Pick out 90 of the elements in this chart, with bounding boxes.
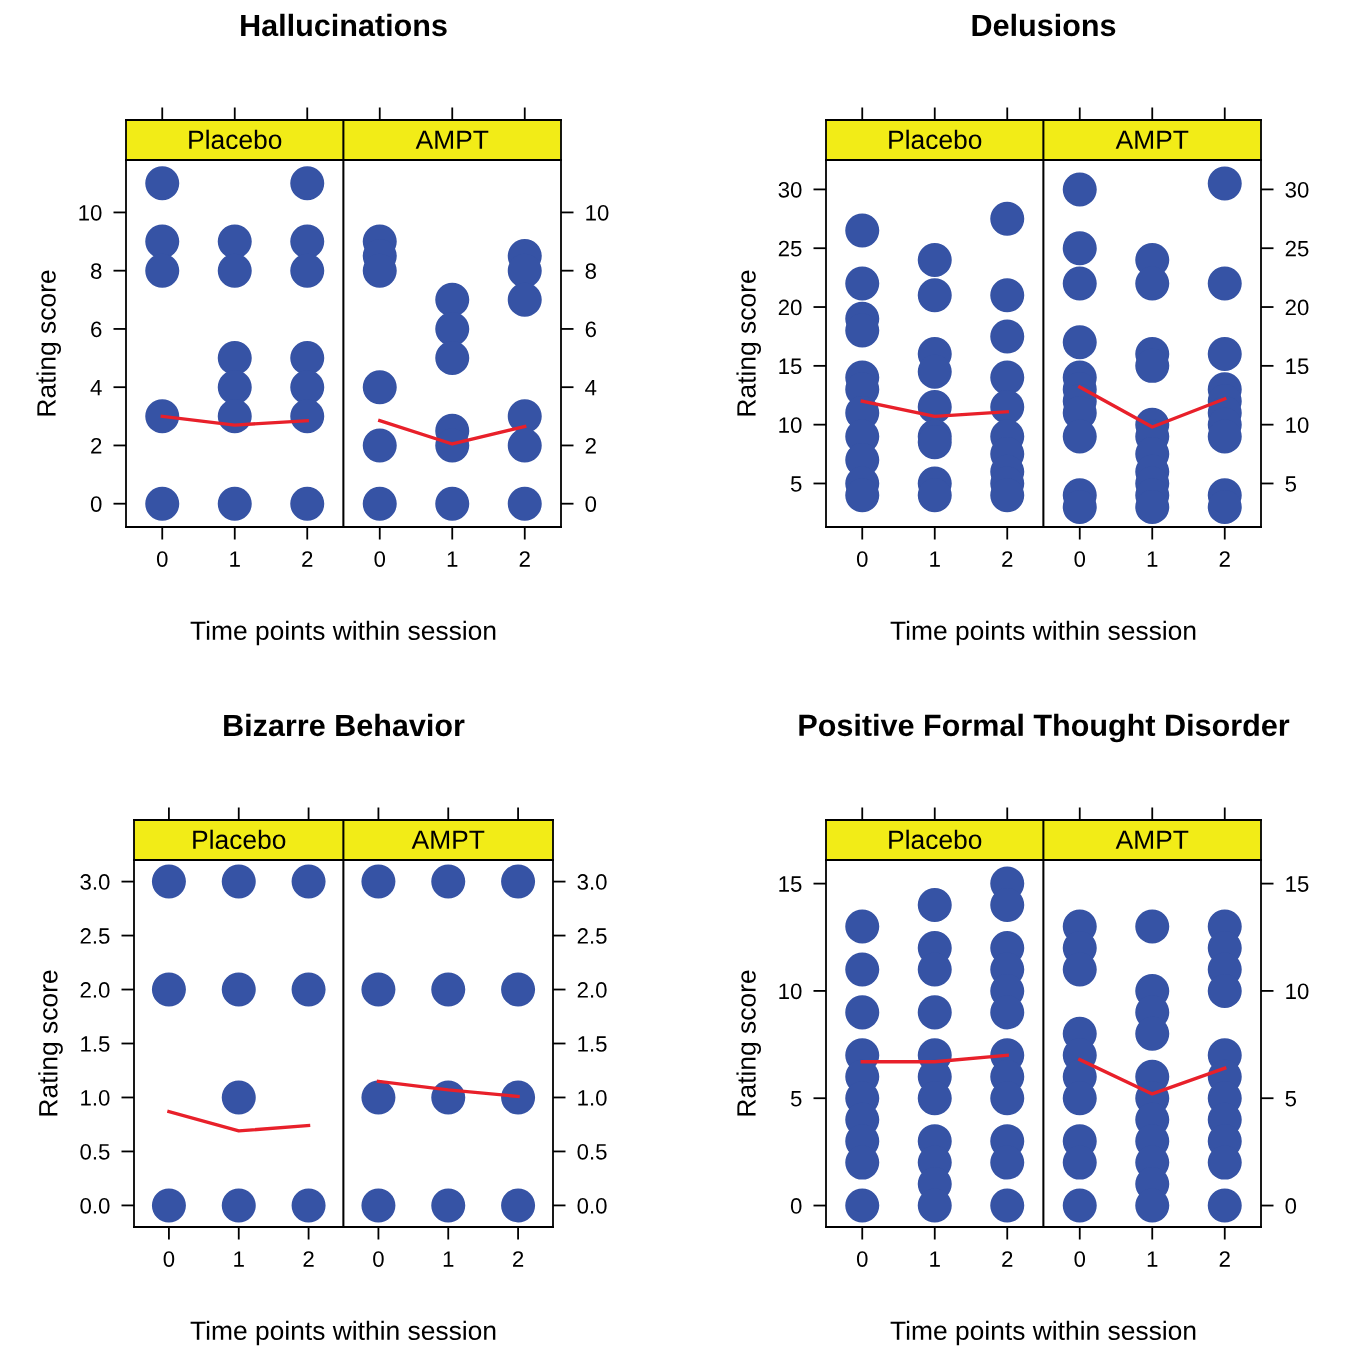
chart-title: Positive Formal Thought Disorder xyxy=(799,713,1290,743)
x-tick-label: 0 xyxy=(1074,1251,1086,1267)
x-tick-label: 2 xyxy=(519,551,530,567)
y-tick-label: 4 xyxy=(585,379,597,396)
x-tick-label: 2 xyxy=(303,1251,314,1267)
y-tick-label: 3.0 xyxy=(577,874,607,890)
chart-subtitle: AMPT xyxy=(1115,130,1189,149)
y-tick-label: 30 xyxy=(778,181,802,198)
y-axis-title: Rating score xyxy=(736,270,762,416)
y-tick-label: 20 xyxy=(778,299,802,316)
x-tick-label: 2 xyxy=(513,1251,524,1267)
x-tick-label: 0 xyxy=(1074,551,1086,567)
y-tick-label: 1.5 xyxy=(81,1036,110,1052)
y-tick-label: 0.0 xyxy=(80,1197,110,1214)
y-tick-label: 5 xyxy=(1285,476,1297,492)
x-tick-label: 2 xyxy=(1219,551,1230,567)
y-tick-label: 1.0 xyxy=(578,1090,607,1106)
y-tick-label: 5 xyxy=(1285,1090,1297,1107)
y-tick-label: 25 xyxy=(778,240,802,257)
x-axis-title: Time points within session xyxy=(190,620,496,646)
y-tick-label: 0.5 xyxy=(577,1143,607,1160)
y-tick-label: 2.5 xyxy=(577,928,607,944)
y-axis-title: Rating score xyxy=(736,970,762,1116)
y-tick-label: 6 xyxy=(91,321,102,338)
chart-subtitle: Placebo xyxy=(889,829,982,850)
y-tick-label: 0 xyxy=(90,496,102,512)
x-tick-label: 2 xyxy=(1002,1251,1013,1267)
y-tick-label: 6 xyxy=(585,321,596,338)
chart-title: Bizarre Behavior xyxy=(224,713,465,737)
y-tick-label: 1.5 xyxy=(578,1036,607,1052)
x-tick-label: 0 xyxy=(374,551,386,567)
y-tick-label: 15 xyxy=(779,358,802,375)
y-tick-label: 10 xyxy=(586,204,609,221)
y-tick-label: 2.0 xyxy=(80,982,110,998)
y-tick-label: 20 xyxy=(1285,299,1309,316)
y-tick-label: 15 xyxy=(1286,876,1309,892)
y-tick-label: 0 xyxy=(585,496,597,512)
y-tick-label: 0.5 xyxy=(80,1143,110,1160)
y-tick-label: 1.0 xyxy=(81,1090,110,1106)
y-tick-label: 10 xyxy=(779,417,802,433)
y-tick-label: 10 xyxy=(779,983,802,1000)
y-tick-label: 15 xyxy=(779,876,802,892)
y-tick-label: 0 xyxy=(1285,1198,1297,1214)
x-tick-label: 1 xyxy=(930,1251,940,1267)
y-tick-label: 2.5 xyxy=(80,928,110,944)
y-tick-label: 0.0 xyxy=(577,1197,607,1214)
x-tick-label: 1 xyxy=(447,551,458,567)
x-tick-label: 1 xyxy=(1147,551,1158,567)
y-axis-title: Rating score xyxy=(36,270,62,416)
y-tick-label: 2 xyxy=(585,437,596,454)
y-tick-label: 2 xyxy=(91,437,102,454)
chart-title: Hallucinations xyxy=(241,13,447,37)
y-tick-label: 10 xyxy=(1286,983,1309,1000)
x-tick-label: 1 xyxy=(1147,1251,1158,1267)
x-tick-label: 1 xyxy=(234,1251,244,1267)
y-tick-label: 8 xyxy=(585,263,596,279)
y-axis-title: Rating score xyxy=(38,970,63,1116)
x-tick-label: 1 xyxy=(443,1251,454,1267)
x-tick-label: 0 xyxy=(856,551,868,567)
y-tick-label: 8 xyxy=(91,263,102,279)
y-tick-label: 5 xyxy=(790,476,802,492)
x-tick-label: 2 xyxy=(1002,551,1013,567)
x-tick-label: 0 xyxy=(856,1251,868,1267)
y-tick-label: 15 xyxy=(1286,358,1309,375)
x-axis-title: Time points within session xyxy=(190,1320,496,1346)
chart-subtitle: AMPT xyxy=(411,830,485,849)
y-tick-label: 2.0 xyxy=(577,982,607,998)
x-tick-label: 0 xyxy=(373,1251,384,1267)
y-tick-label: 10 xyxy=(79,204,102,221)
chart-subtitle: AMPT xyxy=(415,130,489,149)
x-tick-label: 2 xyxy=(302,551,313,567)
y-tick-label: 4 xyxy=(90,379,102,396)
x-tick-label: 0 xyxy=(163,1251,175,1267)
chart-subtitle: Placebo xyxy=(189,129,282,150)
chart-subtitle: Placebo xyxy=(889,129,982,150)
y-tick-label: 3.0 xyxy=(80,874,110,890)
chart-title: Delusions xyxy=(972,13,1116,37)
chart-subtitle: AMPT xyxy=(1115,830,1189,849)
y-tick-label: 5 xyxy=(790,1090,802,1107)
x-axis-title: Time points within session xyxy=(890,1320,1196,1346)
x-tick-label: 1 xyxy=(930,551,940,567)
y-tick-label: 25 xyxy=(1285,240,1309,257)
x-tick-label: 1 xyxy=(230,551,240,567)
x-tick-label: 0 xyxy=(156,551,168,567)
y-tick-label: 30 xyxy=(1285,181,1309,198)
x-axis-title: Time points within session xyxy=(890,620,1196,646)
y-tick-label: 0 xyxy=(790,1198,802,1214)
x-tick-label: 2 xyxy=(1219,1251,1230,1267)
chart-subtitle: Placebo xyxy=(193,829,286,850)
y-tick-label: 10 xyxy=(1286,417,1309,433)
